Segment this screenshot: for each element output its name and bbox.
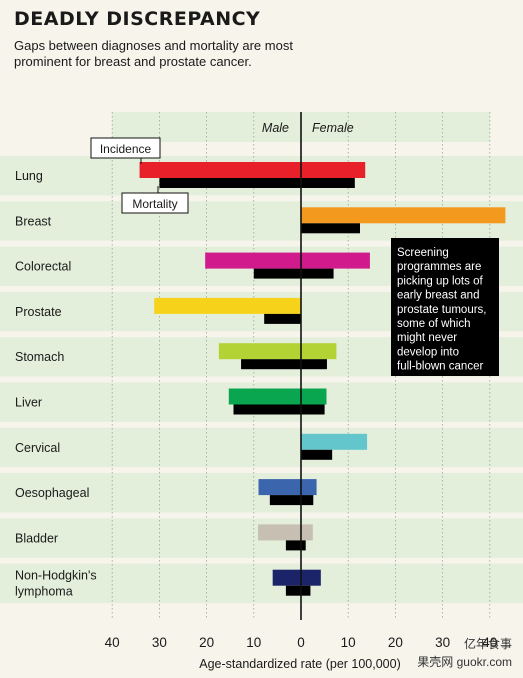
- chart-title: DEADLY DISCREPANCY: [14, 8, 261, 30]
- watermark-line2: 果壳网 guokr.com: [417, 655, 512, 669]
- x-tick-label: 40: [105, 635, 120, 650]
- mortality-bar-female: [301, 223, 360, 234]
- x-tick-label: 20: [388, 635, 403, 650]
- mortality-bar-female: [301, 449, 333, 460]
- incidence-bar-female: [301, 162, 366, 178]
- category-label: Cervical: [15, 441, 60, 455]
- mortality-callout-label: Mortality: [132, 197, 177, 211]
- annotation-box: [391, 238, 499, 376]
- mortality-bar-male: [233, 404, 301, 415]
- x-axis-label: Age-standardized rate (per 100,000): [199, 657, 401, 671]
- incidence-bar-male: [258, 479, 301, 496]
- category-label: Liver: [15, 396, 42, 410]
- mortality-bar-female: [301, 540, 306, 551]
- x-tick-label: 0: [297, 635, 305, 650]
- mortality-bar-male: [241, 359, 301, 370]
- mortality-bar-male: [159, 178, 301, 188]
- male-label: Male: [262, 121, 289, 135]
- mortality-bar-male: [264, 313, 301, 324]
- mortality-bar-female: [301, 404, 325, 415]
- annotation-line: picking up lots of: [397, 275, 483, 287]
- incidence-bar-male: [272, 569, 301, 586]
- mortality-bar-female: [301, 359, 327, 370]
- incidence-bar-male: [205, 252, 301, 269]
- mortality-bar-male: [285, 585, 301, 596]
- incidence-bar-female: [301, 569, 321, 586]
- annotation-line: prostate tumours,: [397, 304, 486, 316]
- incidence-callout-box: [90, 137, 161, 159]
- x-tick-label: 10: [246, 635, 261, 650]
- mortality-bar-male: [269, 495, 301, 506]
- category-label: Stomach: [15, 350, 64, 364]
- incidence-callout-label: Incidence: [100, 142, 152, 156]
- mortality-bar-female: [301, 268, 334, 279]
- incidence-bar-female: [301, 433, 368, 450]
- incidence-bar-male: [258, 524, 301, 541]
- chart-subtitle: Gaps between diagnoses and mortality are…: [14, 38, 293, 69]
- annotation-line: early breast and: [397, 290, 479, 302]
- category-label: Bladder: [15, 531, 58, 545]
- category-label: Non-Hodgkin's: [15, 569, 97, 583]
- mortality-callout-box: [121, 192, 189, 214]
- category-label: Lung: [15, 169, 43, 183]
- incidence-bar-female: [301, 479, 317, 496]
- female-label: Female: [312, 121, 354, 135]
- row-band: [0, 563, 523, 603]
- category-label: Oesophageal: [15, 486, 89, 500]
- mortality-bar-male: [253, 268, 301, 279]
- annotation-line: programmes are: [397, 261, 481, 273]
- row-band: [0, 427, 523, 468]
- category-label: lymphoma: [15, 585, 73, 599]
- annotation-line: full-blown cancer: [397, 361, 483, 373]
- x-tick-label: 10: [341, 635, 356, 650]
- incidence-bar-female: [301, 524, 313, 541]
- incidence-bar-female: [301, 388, 327, 405]
- annotation-line: Screening: [397, 247, 449, 259]
- annotation-line: some of which: [397, 318, 471, 330]
- annotation-line: develop into: [397, 346, 459, 358]
- mortality-bar-female: [301, 585, 311, 596]
- watermark-line1: 亿年食事: [464, 636, 512, 651]
- x-tick-label: 20: [199, 635, 214, 650]
- x-tick-label: 40: [482, 635, 497, 650]
- mortality-bar-female: [301, 495, 314, 506]
- category-label: Prostate: [15, 305, 62, 319]
- incidence-bar-male: [139, 162, 301, 178]
- incidence-bar-male: [228, 388, 301, 405]
- incidence-bar-female: [301, 252, 370, 269]
- x-tick-label: 30: [152, 635, 167, 650]
- incidence-bar-male: [154, 297, 301, 314]
- incidence-bar-female: [301, 343, 337, 360]
- incidence-bar-female: [301, 207, 506, 224]
- category-label: Breast: [15, 214, 52, 228]
- category-label: Colorectal: [15, 260, 71, 274]
- x-tick-label: 30: [435, 635, 450, 650]
- incidence-bar-male: [218, 343, 301, 360]
- annotation-line: might never: [397, 332, 457, 344]
- mortality-bar-male: [285, 540, 301, 551]
- mortality-bar-female: [301, 178, 355, 188]
